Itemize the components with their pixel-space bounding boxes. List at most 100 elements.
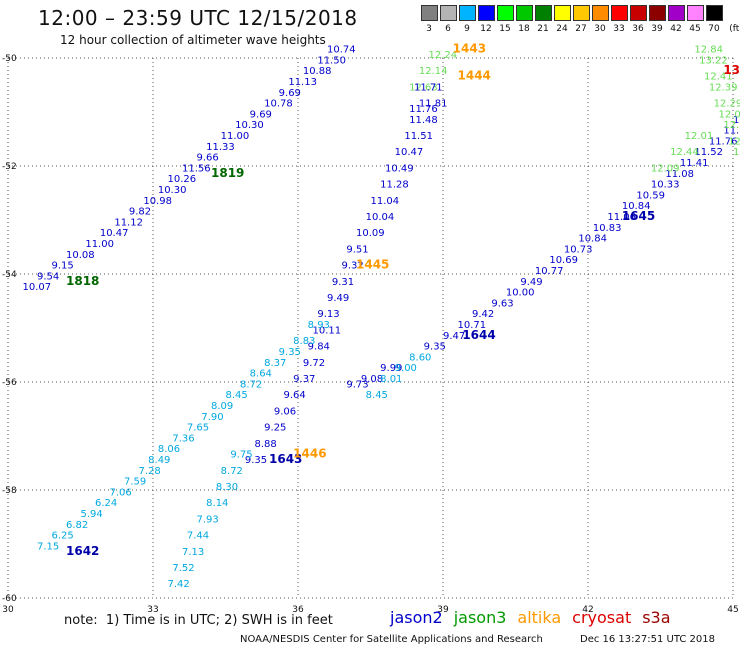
wave-height-point: 7.42 bbox=[168, 579, 190, 590]
wave-height-point: 7.06 bbox=[110, 487, 132, 498]
x-tick-label: 36 bbox=[292, 605, 304, 615]
pass-time-label: 1818 bbox=[66, 274, 99, 288]
wave-height-point: 10.49 bbox=[385, 163, 414, 174]
wave-height-point: 12.44 bbox=[670, 147, 699, 158]
legend-label: 33 bbox=[613, 24, 625, 34]
wave-height-point: 9.75 bbox=[230, 450, 252, 461]
pass-time-label: 1819 bbox=[211, 166, 244, 180]
wave-height-point: 12.01 bbox=[685, 131, 714, 142]
wave-height-point: 11.76 bbox=[709, 136, 738, 147]
wave-height-point: 10.30 bbox=[158, 185, 187, 196]
y-tick-label: -54 bbox=[2, 270, 17, 280]
wave-height-point: 10.11 bbox=[313, 325, 342, 336]
wave-height-point: 9.49 bbox=[327, 293, 349, 304]
wave-height-point: 9.00 bbox=[395, 363, 417, 374]
wave-height-point: 10.09 bbox=[356, 228, 385, 239]
wave-height-point: 10.69 bbox=[549, 255, 578, 266]
wave-height-point: 7.59 bbox=[124, 477, 146, 488]
wave-height-point: 11.08 bbox=[665, 169, 694, 180]
wave-height-point: 11.00 bbox=[85, 239, 114, 250]
wave-height-point: 8.45 bbox=[226, 390, 248, 401]
legend-label: 18 bbox=[518, 24, 530, 34]
wave-height-point: 10.47 bbox=[395, 147, 424, 158]
wave-height-point: 10.04 bbox=[366, 212, 395, 223]
wave-height-point: 11.04 bbox=[371, 196, 400, 207]
generation-timestamp: Dec 16 13:27:51 UTC 2018 bbox=[580, 634, 715, 645]
wave-height-point: 9.35 bbox=[424, 342, 446, 353]
wave-height-point: 9.99 bbox=[380, 363, 402, 374]
pass-time-label: 1644 bbox=[462, 328, 495, 342]
legend-label: 27 bbox=[575, 24, 587, 34]
wave-height-point: 8.30 bbox=[216, 482, 238, 493]
wave-height-point: 10.47 bbox=[100, 228, 129, 239]
wave-height-point: 9.32 bbox=[342, 261, 364, 272]
wave-height-point: 11.00 bbox=[221, 131, 250, 142]
wave-height-point: 10.77 bbox=[535, 266, 564, 277]
wave-height-point: 9.69 bbox=[250, 109, 272, 120]
wave-height-point: 10.30 bbox=[235, 120, 264, 131]
wave-height-point: 7.15 bbox=[37, 541, 59, 552]
wave-height-point: 10.83 bbox=[593, 223, 622, 234]
legend-swatch bbox=[592, 5, 609, 21]
wave-height-point: 9.66 bbox=[197, 153, 219, 164]
legend-swatch bbox=[478, 5, 495, 21]
legend-swatch bbox=[459, 5, 476, 21]
wave-height-point: 9.69 bbox=[279, 88, 301, 99]
legend-label: 9 bbox=[464, 24, 470, 34]
wave-height-point: 9.15 bbox=[52, 261, 74, 272]
legend-label: 42 bbox=[670, 24, 682, 34]
satellite-name: jason3 bbox=[453, 608, 507, 627]
wave-height-point: 11.81 bbox=[419, 99, 448, 110]
legend-swatch bbox=[440, 5, 457, 21]
x-tick-label: 30 bbox=[2, 605, 14, 615]
wave-height-point: 12.84 bbox=[694, 45, 723, 56]
wave-height-point: 8.72 bbox=[240, 379, 262, 390]
satellite-name: s3a bbox=[642, 608, 671, 627]
wave-height-point: 10.84 bbox=[622, 201, 651, 212]
legend-swatch bbox=[611, 5, 628, 21]
legend-label: 24 bbox=[556, 24, 568, 34]
wave-height-point: 7.28 bbox=[139, 466, 161, 477]
legend-swatch bbox=[573, 5, 590, 21]
wave-height-point: 8.01 bbox=[380, 374, 402, 385]
legend-swatch bbox=[554, 5, 571, 21]
wave-height-point: 7.52 bbox=[172, 563, 194, 574]
legend-label: 6 bbox=[445, 24, 451, 34]
wave-height-point: 11.50 bbox=[317, 55, 346, 66]
wave-height-point: 7.65 bbox=[187, 423, 209, 434]
wave-height-point: 10.74 bbox=[327, 45, 356, 56]
pass-time-label: 13 bbox=[723, 63, 740, 77]
footnote: note: 1) Time is in UTC; 2) SWH is in fe… bbox=[64, 613, 333, 628]
wave-height-point: 10.07 bbox=[23, 282, 52, 293]
wave-height-point: 8.60 bbox=[409, 352, 431, 363]
legend-label: 12 bbox=[480, 24, 492, 34]
wave-height-point: 11.12 bbox=[114, 217, 143, 228]
wave-height-point: 8.09 bbox=[211, 401, 233, 412]
satellite-name: jason2 bbox=[390, 608, 443, 627]
wave-height-point: 11.56 bbox=[182, 163, 211, 174]
wave-height-point: 12.41 bbox=[704, 72, 733, 83]
legend-label: 39 bbox=[651, 24, 663, 34]
wave-height-point: 11.41 bbox=[680, 158, 709, 169]
wave-height-point: 8.37 bbox=[264, 358, 286, 369]
wave-height-point: 10.78 bbox=[264, 99, 293, 110]
wave-height-point: 12.07 bbox=[719, 109, 740, 120]
wave-height-point: 12.68 bbox=[723, 120, 740, 131]
pass-time-label: 1642 bbox=[66, 544, 99, 558]
wave-height-point: 8.06 bbox=[158, 444, 180, 455]
pass-time-label: 1645 bbox=[622, 209, 655, 223]
wave-height-point: 10.33 bbox=[651, 180, 680, 191]
satellite-key: jason2 jason3 altika cryosat s3a bbox=[390, 608, 682, 627]
wave-height-point: 9.31 bbox=[332, 277, 354, 288]
legend-label: 36 bbox=[632, 24, 644, 34]
legend-label: 21 bbox=[537, 24, 549, 34]
y-tick-label: -50 bbox=[2, 54, 17, 64]
wave-height-point: 7.93 bbox=[197, 514, 219, 525]
wave-height-point: 11.06 bbox=[607, 212, 636, 223]
legend-swatch bbox=[535, 5, 552, 21]
chart-title: 12:00 – 23:59 UTC 12/15/2018 bbox=[38, 6, 358, 30]
legend-swatch bbox=[421, 5, 438, 21]
wave-height-point: 9.47 bbox=[443, 331, 465, 342]
wave-height-point: 7.44 bbox=[187, 531, 209, 542]
wave-height-point: 10.88 bbox=[303, 66, 332, 77]
